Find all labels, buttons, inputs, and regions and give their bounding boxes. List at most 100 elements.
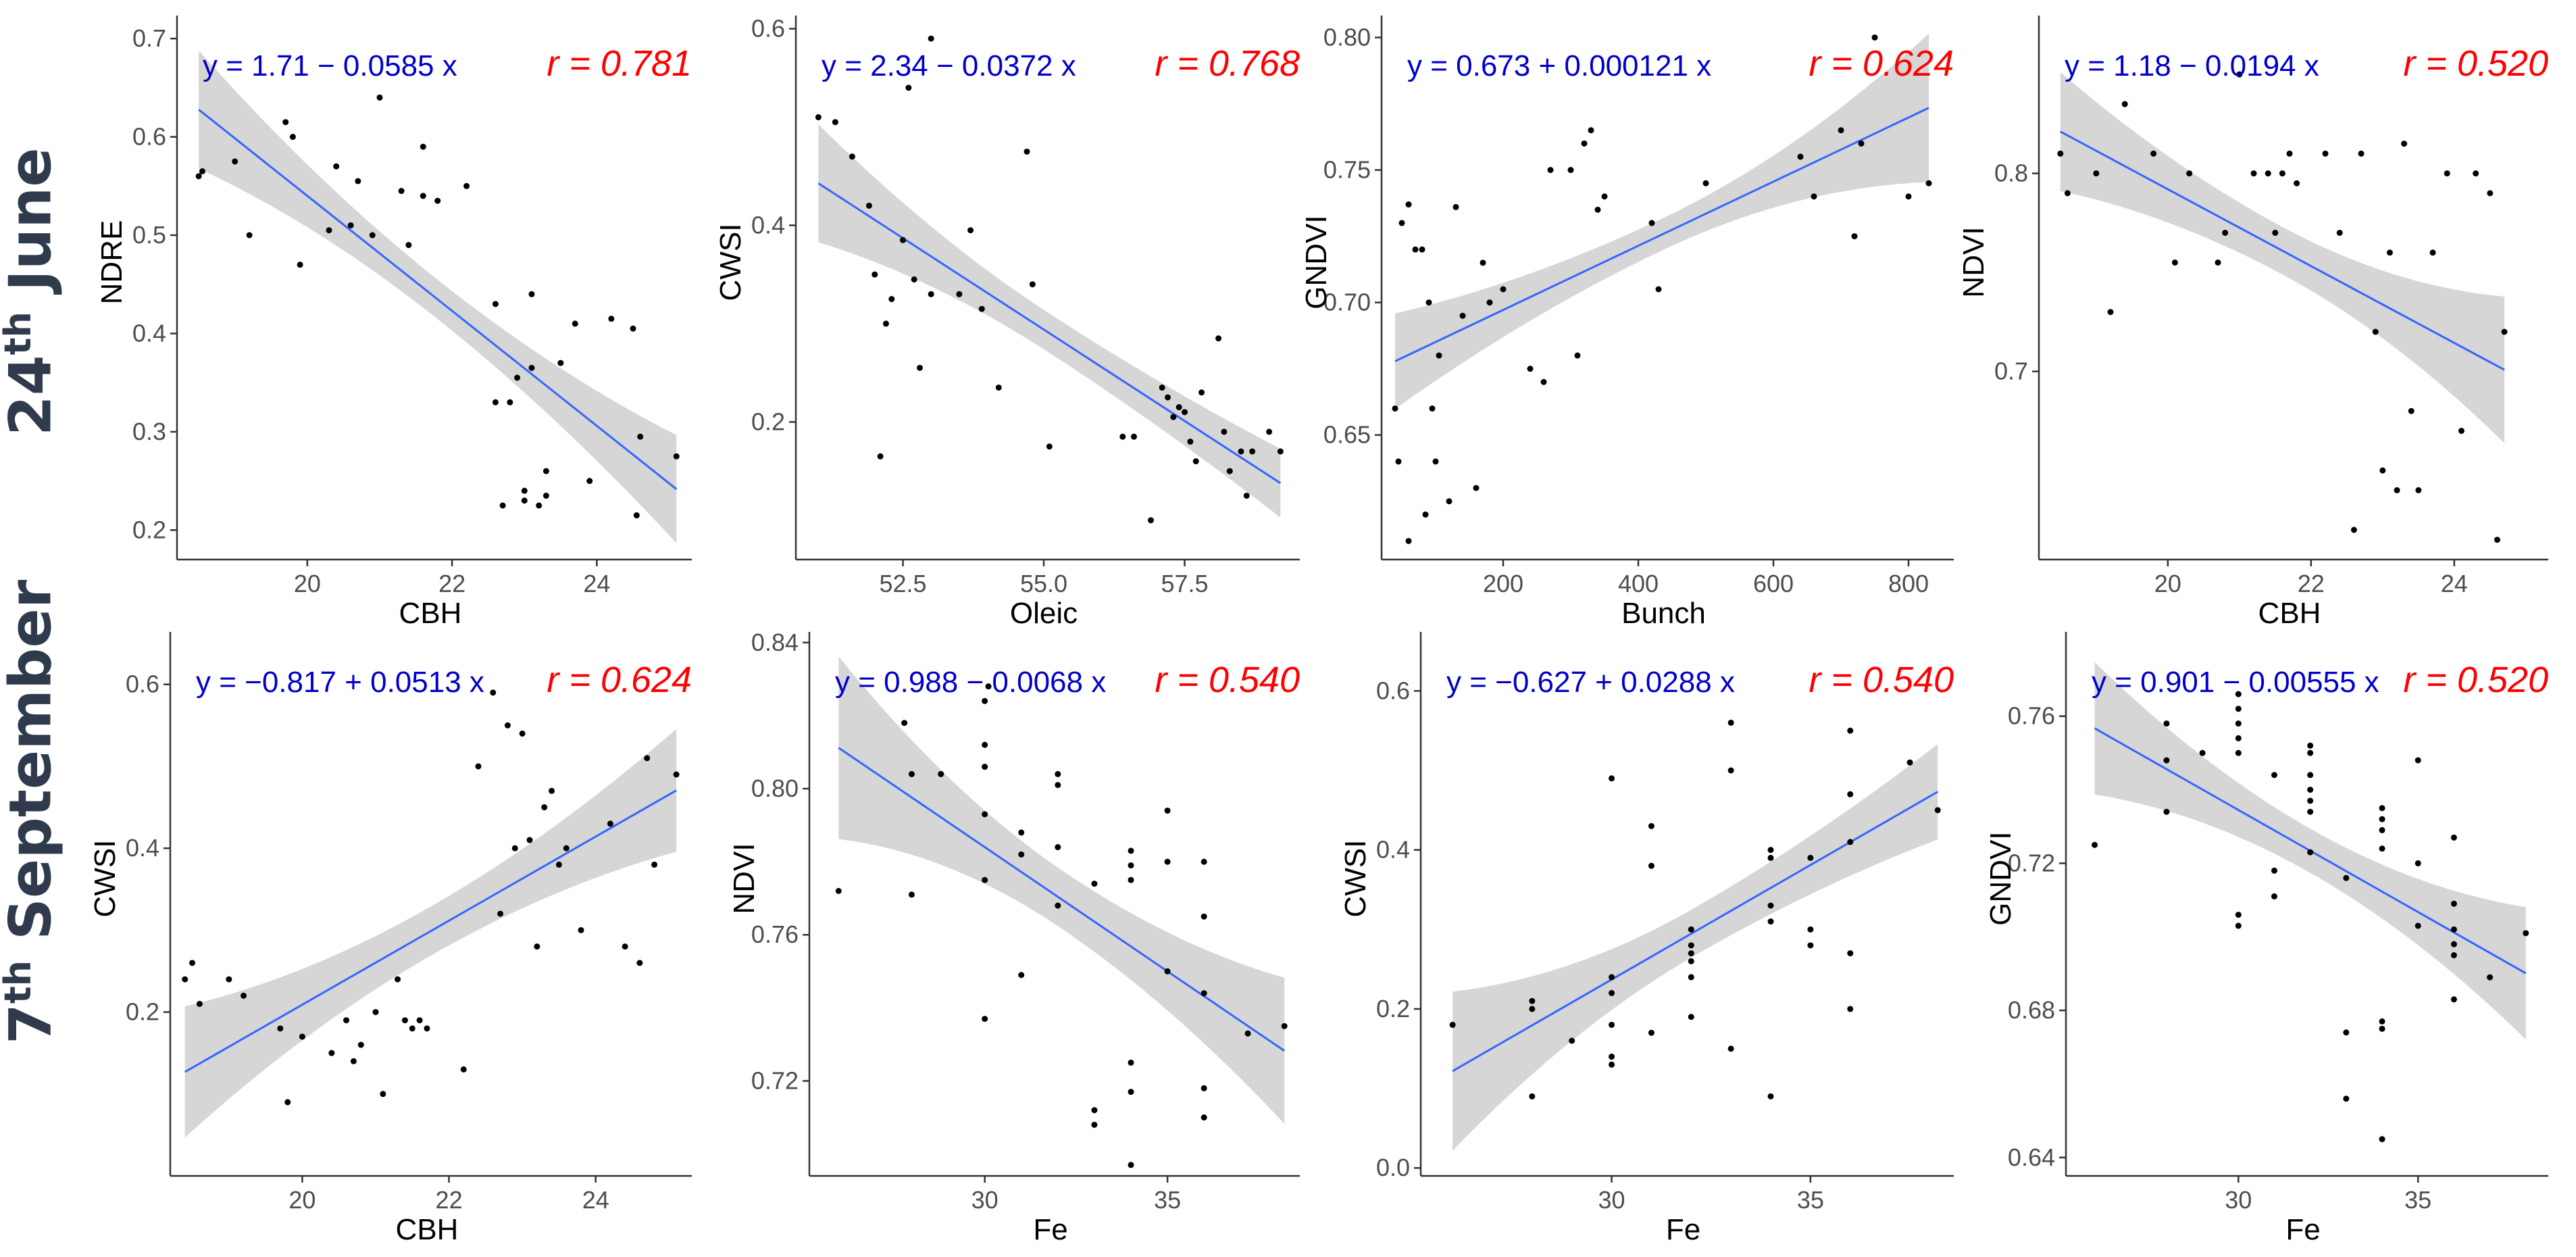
data-point bbox=[1688, 942, 1694, 949]
data-point bbox=[1648, 862, 1655, 869]
data-point bbox=[555, 861, 562, 868]
data-point bbox=[2279, 170, 2285, 177]
data-point bbox=[1727, 1045, 1734, 1052]
regression-equation: y = −0.627 + 0.0288 x bbox=[1446, 666, 1735, 699]
data-point bbox=[1018, 972, 1025, 979]
data-point bbox=[528, 364, 535, 371]
data-point bbox=[2150, 150, 2157, 157]
data-point bbox=[1018, 829, 1025, 836]
y-axis-title: CWSI bbox=[89, 840, 122, 918]
data-point bbox=[673, 771, 680, 778]
regression-line bbox=[838, 747, 1286, 1052]
data-point bbox=[1055, 770, 1061, 777]
data-point bbox=[2271, 867, 2277, 874]
data-point bbox=[1201, 990, 1207, 997]
data-point bbox=[1405, 538, 1412, 545]
data-point bbox=[2379, 467, 2386, 474]
data-point bbox=[978, 305, 985, 312]
data-point bbox=[995, 384, 1002, 391]
data-point bbox=[1221, 428, 1228, 435]
data-point bbox=[499, 502, 506, 509]
data-point bbox=[1055, 782, 1061, 789]
data-point bbox=[2235, 735, 2242, 741]
y-tick-label: 0.75 bbox=[1323, 156, 1371, 184]
data-point bbox=[835, 887, 842, 894]
data-point bbox=[1727, 767, 1734, 774]
confidence-band bbox=[838, 656, 1285, 1124]
data-point bbox=[2215, 259, 2221, 266]
y-tick-label: 0.72 bbox=[2008, 849, 2055, 877]
data-point bbox=[1449, 1021, 1456, 1028]
data-point bbox=[460, 1066, 467, 1073]
x-tick-label: 52.5 bbox=[879, 570, 926, 597]
data-point bbox=[1244, 1030, 1251, 1037]
data-point bbox=[536, 502, 542, 509]
data-point bbox=[1500, 286, 1507, 293]
data-point bbox=[196, 1000, 203, 1007]
confidence-band bbox=[1453, 744, 1938, 1151]
data-point bbox=[420, 193, 426, 199]
data-point bbox=[2271, 893, 2277, 899]
y-tick-label: 0.6 bbox=[1376, 676, 1410, 704]
data-point bbox=[982, 741, 988, 748]
correlation-coefficient: r = 0.624 bbox=[547, 660, 692, 700]
data-point bbox=[2163, 808, 2170, 815]
data-point bbox=[1609, 1061, 1615, 1068]
data-point bbox=[982, 764, 988, 770]
data-point bbox=[928, 291, 934, 297]
y-axis-title: NDVI bbox=[1957, 226, 1990, 297]
x-tick-label: 35 bbox=[1154, 1186, 1181, 1214]
regression-equation: y = 0.673 + 0.000121 x bbox=[1407, 49, 1711, 82]
data-point bbox=[967, 227, 974, 234]
data-point bbox=[2379, 1025, 2385, 1032]
data-point bbox=[1046, 443, 1053, 450]
data-point bbox=[1655, 286, 1662, 293]
regression-line bbox=[1394, 107, 1929, 362]
data-point bbox=[1119, 433, 1126, 440]
data-point bbox=[2294, 180, 2300, 187]
data-point bbox=[1243, 492, 1250, 499]
data-point bbox=[277, 1025, 284, 1032]
regression-line bbox=[184, 789, 677, 1073]
data-point bbox=[289, 134, 296, 141]
y-tick-label: 0.76 bbox=[2008, 702, 2055, 730]
data-point bbox=[1091, 1121, 1098, 1128]
data-point bbox=[328, 1050, 335, 1056]
data-point bbox=[1727, 719, 1734, 726]
data-point bbox=[1128, 1089, 1134, 1095]
data-point bbox=[1688, 950, 1694, 957]
data-point bbox=[1091, 1107, 1098, 1114]
data-point bbox=[1459, 312, 1466, 319]
x-tick-label: 24 bbox=[583, 570, 610, 597]
x-tick-label: 30 bbox=[971, 1186, 999, 1214]
x-axis-title: CBH bbox=[399, 597, 462, 630]
data-point bbox=[2271, 772, 2277, 779]
data-point bbox=[1422, 511, 1429, 518]
data-point bbox=[1811, 193, 1817, 200]
data-point bbox=[2307, 849, 2314, 856]
x-tick-label: 200 bbox=[1483, 570, 1523, 597]
y-tick-label: 0.76 bbox=[751, 920, 799, 948]
chart-panel-cwsi-vs-oleic-june: 52.5 55.0 57.5 0.2 0.4 0.6 Oleic CWSI y = 2.34 −… bbox=[714, 15, 1300, 630]
data-point bbox=[2092, 841, 2098, 848]
data-point bbox=[2487, 190, 2494, 197]
regression-line bbox=[2060, 130, 2505, 371]
data-point bbox=[492, 301, 499, 307]
data-point bbox=[534, 943, 540, 950]
y-tick-label: 0.65 bbox=[1323, 421, 1371, 449]
data-point bbox=[541, 804, 548, 811]
data-point bbox=[521, 487, 528, 494]
data-point bbox=[372, 1009, 379, 1016]
regression-equation: y = 1.71 − 0.0585 x bbox=[203, 49, 457, 82]
confidence-band bbox=[184, 729, 677, 1138]
data-point bbox=[1201, 913, 1207, 920]
data-point bbox=[380, 1091, 386, 1098]
data-point bbox=[497, 910, 504, 917]
data-point bbox=[2401, 141, 2408, 147]
data-point bbox=[511, 845, 518, 852]
data-point bbox=[1688, 958, 1694, 964]
correlation-coefficient: r = 0.520 bbox=[2403, 43, 2548, 84]
data-point bbox=[2473, 170, 2479, 177]
data-point bbox=[982, 697, 988, 704]
y-axis-title: GNDVI bbox=[1984, 831, 2017, 925]
